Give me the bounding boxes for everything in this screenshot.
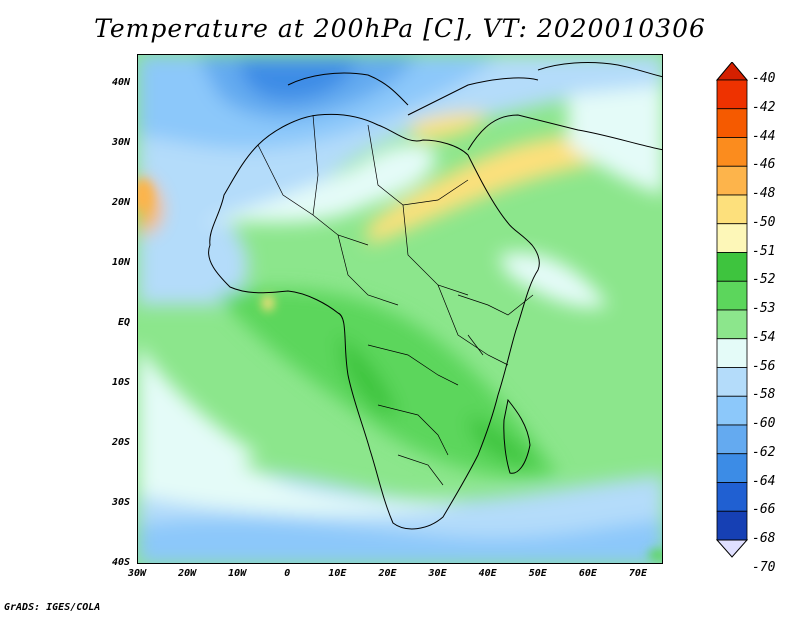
colorbar-label: -52 [752, 272, 776, 288]
lat-tick-label: 10S [111, 377, 130, 388]
lon-tick-label: 20W [178, 568, 197, 579]
grads-credit: GrADS: IGES/COLA [4, 602, 101, 613]
colorbar-label: -50 [752, 214, 776, 230]
colorbar-label: -60 [752, 416, 776, 431]
colorbar-label: -53 [752, 301, 776, 316]
fine-features [138, 179, 662, 561]
colorbar-swatch [716, 137, 748, 167]
lon-tick-label: 60E [578, 568, 597, 579]
colorbar-label: -42 [752, 99, 776, 115]
colorbar-label: -54 [752, 329, 776, 345]
lat-tick-label: 10N [111, 257, 130, 268]
colorbar-label: -66 [752, 502, 776, 518]
colorbar-swatch [716, 367, 748, 397]
colorbar-label: -46 [752, 157, 776, 173]
temperature-shading [138, 55, 662, 563]
lat-tick-label: 20S [111, 437, 130, 448]
colorbar-label: -44 [752, 128, 776, 144]
colorbar-swatch [716, 482, 748, 512]
temperature-field-map [138, 55, 662, 563]
lon-tick-label: 70E [628, 568, 647, 579]
lat-tick-label: 20N [111, 197, 130, 208]
lon-tick-label: 30W [127, 568, 147, 579]
colorbar-swatch [716, 108, 748, 138]
colorbar-label: -40 [752, 71, 776, 86]
colorbar-label: -62 [752, 444, 776, 460]
lon-tick-label: 30E [428, 568, 447, 579]
lon-tick-label: 10W [228, 568, 247, 579]
colorbar-swatch [716, 194, 748, 225]
colorbar-label: -68 [752, 531, 776, 546]
lon-tick-label: 40E [478, 568, 497, 579]
colorbar-top-arrow [716, 62, 748, 81]
lat-tick-label: 30S [111, 497, 130, 508]
colorbar-swatch [716, 79, 748, 110]
lat-tick-label: 30N [111, 137, 130, 148]
lon-tick-label: 50E [528, 568, 547, 579]
colorbar-label: -70 [752, 559, 776, 575]
colorbar-swatch [716, 510, 748, 541]
colorbar-label: -58 [752, 387, 776, 403]
lat-tick-label: 40N [111, 77, 130, 88]
colorbar-swatch [716, 309, 748, 340]
colorbar-swatch [716, 280, 748, 311]
colorbar-swatch [716, 252, 748, 282]
lon-tick-label: 20E [378, 568, 397, 579]
colorbar-label: -48 [752, 186, 776, 201]
colorbar-label: -64 [752, 473, 776, 489]
colorbar-label: -51 [752, 243, 776, 259]
colorbar-bottom-arrow [716, 539, 748, 558]
lon-tick-label: 0 [284, 568, 291, 579]
colorbar-swatch [716, 424, 748, 455]
colorbar-swatch [716, 453, 748, 483]
country-borders [257, 114, 534, 486]
colorbar-swatch [716, 395, 748, 426]
colorbar-label: -56 [752, 358, 776, 374]
lat-tick-label: EQ [117, 317, 130, 328]
colorbar-swatch [716, 338, 748, 368]
lon-tick-label: 10E [328, 568, 347, 579]
map-plot-area [137, 54, 663, 564]
coastlines [208, 62, 662, 530]
colorbar-swatch [716, 223, 748, 253]
lat-tick-label: 40S [111, 557, 130, 568]
map-title: Temperature at 200hPa [C], VT: 202001030… [94, 14, 706, 43]
colorbar-swatch [716, 165, 748, 196]
colorbar [716, 62, 748, 558]
